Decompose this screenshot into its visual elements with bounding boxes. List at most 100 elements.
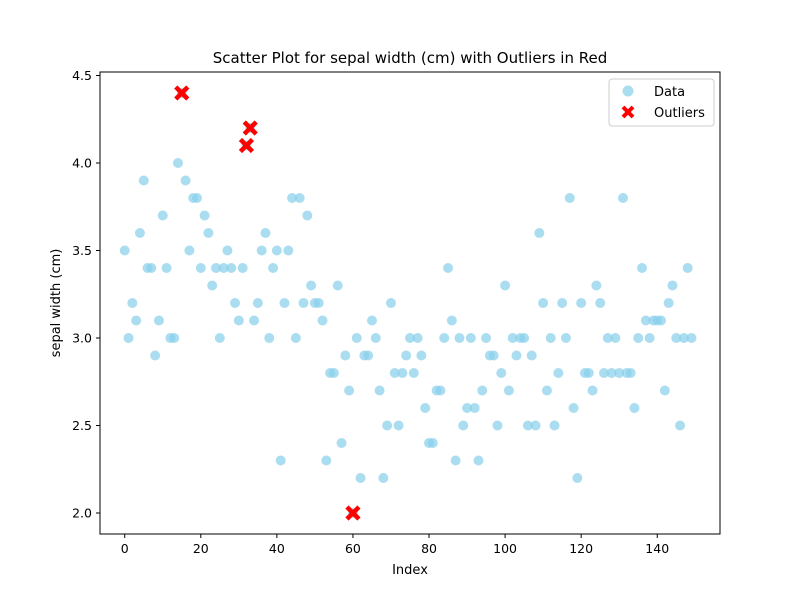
data-point bbox=[659, 385, 670, 396]
data-point bbox=[321, 455, 332, 466]
chart-title: Scatter Plot for sepal width (cm) with O… bbox=[213, 49, 608, 67]
data-point bbox=[146, 263, 157, 273]
data-point bbox=[503, 385, 514, 396]
data-point bbox=[560, 333, 571, 343]
data-point bbox=[222, 245, 233, 256]
data-point bbox=[618, 193, 629, 203]
data-point bbox=[492, 420, 503, 431]
data-point bbox=[138, 175, 149, 186]
data-point bbox=[640, 315, 651, 326]
data-point bbox=[500, 280, 511, 291]
data-point bbox=[184, 245, 195, 256]
data-point bbox=[458, 420, 469, 431]
data-point bbox=[123, 333, 134, 343]
y-tick-label: 4.5 bbox=[72, 68, 92, 83]
data-point bbox=[450, 455, 461, 466]
data-point bbox=[298, 298, 309, 308]
data-point bbox=[203, 228, 214, 238]
x-tick-label: 120 bbox=[569, 541, 593, 556]
data-point bbox=[576, 298, 587, 308]
y-axis: 2.0 2.5 3.0 3.5 4.0 4.5 bbox=[72, 68, 100, 521]
data-points bbox=[119, 88, 697, 518]
data-point bbox=[435, 385, 446, 396]
data-point bbox=[249, 315, 260, 326]
data-point bbox=[633, 333, 644, 343]
data-point bbox=[564, 193, 575, 203]
y-tick-label: 3.0 bbox=[72, 331, 92, 346]
data-point bbox=[207, 280, 218, 291]
data-point bbox=[199, 210, 210, 221]
data-point bbox=[302, 210, 313, 221]
data-point bbox=[214, 333, 225, 343]
data-point bbox=[230, 298, 241, 308]
plot-frame bbox=[99, 71, 721, 535]
data-point bbox=[667, 280, 678, 291]
data-point bbox=[519, 333, 530, 343]
data-point bbox=[538, 298, 549, 308]
data-point bbox=[119, 245, 130, 256]
data-point bbox=[287, 193, 298, 203]
data-point bbox=[180, 175, 191, 186]
data-point bbox=[477, 385, 488, 396]
data-point bbox=[382, 420, 393, 431]
data-point bbox=[587, 385, 598, 396]
x-tick-label: 100 bbox=[493, 541, 517, 556]
data-point bbox=[260, 228, 271, 238]
outlier-point bbox=[174, 85, 190, 101]
data-point bbox=[427, 438, 438, 448]
data-point bbox=[549, 420, 560, 431]
data-point bbox=[211, 263, 222, 273]
data-point bbox=[545, 333, 556, 343]
data-point bbox=[317, 315, 328, 326]
x-tick-label: 40 bbox=[269, 541, 285, 556]
data-point bbox=[252, 298, 263, 308]
data-point bbox=[290, 333, 301, 343]
data-point bbox=[420, 403, 431, 413]
data-point bbox=[150, 350, 161, 361]
legend: Data Outliers bbox=[608, 78, 715, 127]
data-point bbox=[127, 298, 138, 308]
data-point bbox=[663, 298, 674, 308]
data-point bbox=[328, 368, 339, 378]
y-tick-label: 2.0 bbox=[72, 506, 92, 521]
data-point bbox=[378, 473, 389, 483]
data-point bbox=[439, 333, 450, 343]
x-tick-label: 0 bbox=[121, 541, 129, 556]
x-tick-label: 80 bbox=[421, 541, 437, 556]
data-point bbox=[366, 315, 377, 326]
data-point bbox=[385, 298, 396, 308]
data-point bbox=[275, 455, 286, 466]
data-point bbox=[370, 333, 381, 343]
data-point bbox=[526, 350, 537, 361]
data-point bbox=[264, 333, 275, 343]
x-axis-label: Index bbox=[392, 563, 428, 578]
data-point bbox=[671, 333, 682, 343]
data-point bbox=[363, 350, 374, 361]
data-point bbox=[401, 350, 412, 361]
data-point bbox=[610, 333, 621, 343]
data-point bbox=[568, 403, 579, 413]
data-point bbox=[195, 263, 206, 273]
data-point bbox=[637, 263, 648, 273]
legend-data-label: Data bbox=[654, 85, 685, 100]
legend-outliers-marker bbox=[621, 105, 635, 119]
data-point bbox=[625, 368, 636, 378]
y-tick-label: 3.5 bbox=[72, 243, 92, 258]
data-point bbox=[233, 315, 244, 326]
data-point bbox=[572, 473, 583, 483]
y-tick-label: 2.5 bbox=[72, 418, 92, 433]
data-point bbox=[473, 455, 484, 466]
data-point bbox=[408, 368, 419, 378]
data-point bbox=[389, 368, 400, 378]
data-point bbox=[336, 438, 347, 448]
data-point bbox=[191, 193, 202, 203]
data-point bbox=[405, 333, 415, 343]
data-point bbox=[443, 263, 454, 273]
data-point bbox=[481, 333, 492, 343]
data-point bbox=[134, 228, 145, 238]
data-point bbox=[412, 333, 423, 343]
data-point bbox=[374, 385, 385, 396]
data-point bbox=[553, 368, 564, 378]
data-point bbox=[686, 333, 697, 343]
outlier-points bbox=[174, 85, 361, 521]
